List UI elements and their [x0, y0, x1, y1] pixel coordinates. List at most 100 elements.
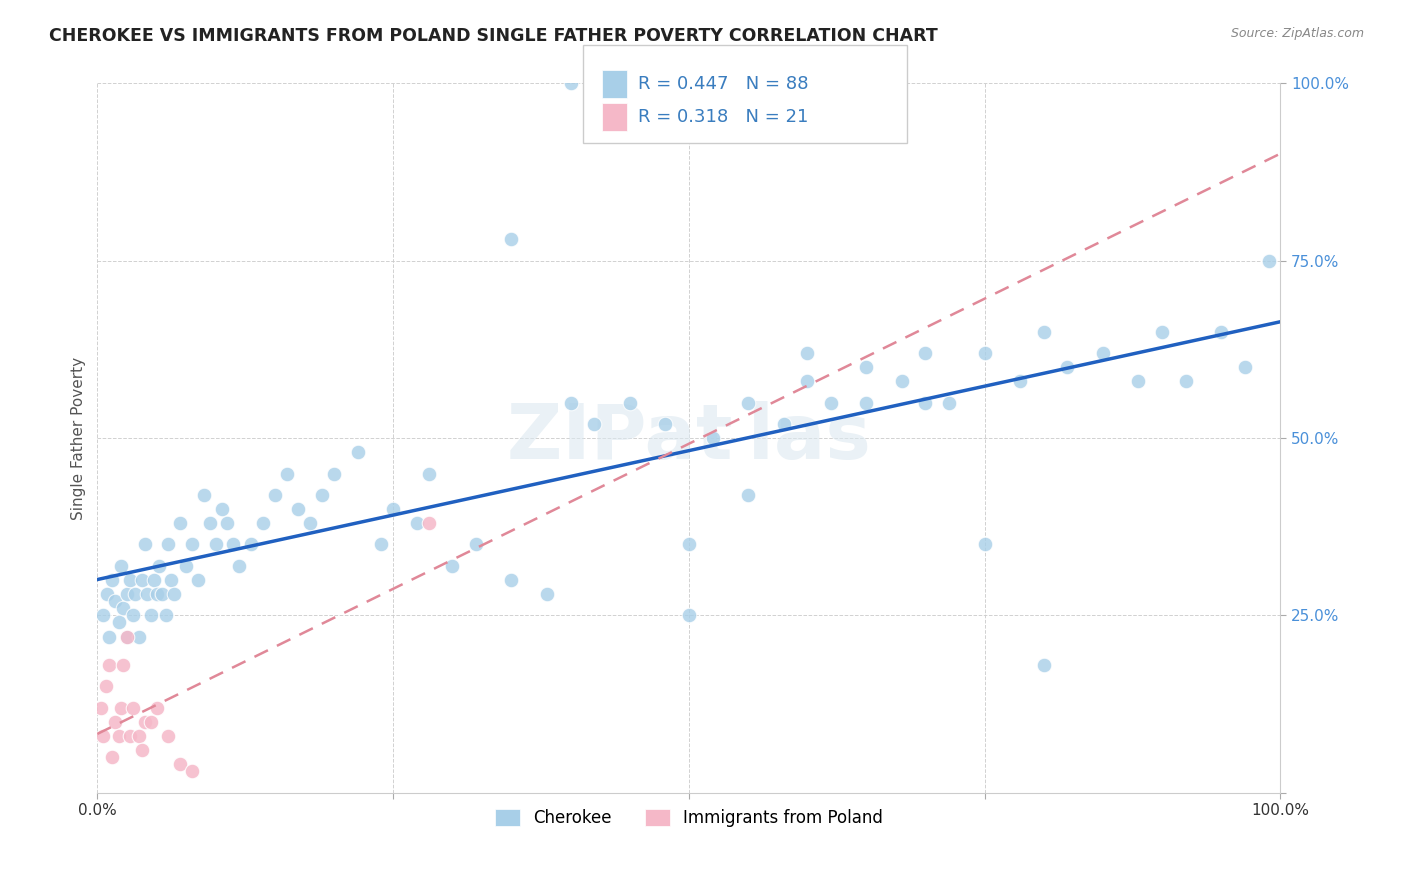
- Point: [157, 537, 180, 551]
- Point: [139, 608, 162, 623]
- Point: [198, 516, 221, 530]
- Point: [181, 537, 204, 551]
- Point: [1032, 658, 1054, 673]
- Point: [211, 502, 233, 516]
- Point: [560, 77, 582, 91]
- Point: [187, 573, 209, 587]
- Point: [536, 587, 558, 601]
- Point: [855, 360, 877, 375]
- Point: [654, 417, 676, 431]
- Point: [157, 729, 180, 743]
- Point: [107, 729, 129, 743]
- Point: [240, 537, 263, 551]
- Point: [560, 395, 582, 409]
- Point: [1128, 374, 1150, 388]
- Point: [737, 488, 759, 502]
- Text: CHEROKEE VS IMMIGRANTS FROM POLAND SINGLE FATHER POVERTY CORRELATION CHART: CHEROKEE VS IMMIGRANTS FROM POLAND SINGL…: [49, 27, 938, 45]
- Point: [583, 417, 606, 431]
- Point: [110, 700, 132, 714]
- Point: [155, 608, 177, 623]
- Point: [252, 516, 274, 530]
- Point: [1056, 360, 1078, 375]
- Point: [405, 516, 427, 530]
- Point: [91, 608, 114, 623]
- Text: ZIPat las: ZIPat las: [508, 401, 870, 475]
- Point: [276, 467, 298, 481]
- Point: [152, 587, 174, 601]
- Point: [299, 516, 322, 530]
- Point: [120, 573, 142, 587]
- Point: [112, 658, 135, 673]
- Point: [1233, 360, 1256, 375]
- Point: [193, 488, 215, 502]
- Point: [134, 537, 156, 551]
- Point: [104, 714, 127, 729]
- Point: [1152, 325, 1174, 339]
- Point: [112, 601, 135, 615]
- Point: [134, 714, 156, 729]
- Point: [263, 488, 285, 502]
- Point: [174, 558, 197, 573]
- Point: [311, 488, 333, 502]
- Point: [1091, 346, 1114, 360]
- Point: [120, 729, 142, 743]
- Point: [796, 374, 818, 388]
- Point: [148, 558, 170, 573]
- Point: [382, 502, 405, 516]
- Point: [124, 587, 146, 601]
- Point: [107, 615, 129, 630]
- Point: [418, 467, 440, 481]
- Point: [90, 700, 112, 714]
- Point: [121, 700, 143, 714]
- Point: [1174, 374, 1197, 388]
- Point: [346, 445, 368, 459]
- Point: [737, 395, 759, 409]
- Point: [702, 431, 724, 445]
- Point: [973, 346, 995, 360]
- Point: [1032, 325, 1054, 339]
- Point: [115, 587, 138, 601]
- Text: Source: ZipAtlas.com: Source: ZipAtlas.com: [1230, 27, 1364, 40]
- Point: [145, 587, 167, 601]
- Point: [890, 374, 912, 388]
- Point: [678, 608, 700, 623]
- Point: [914, 346, 936, 360]
- Point: [678, 537, 700, 551]
- Point: [94, 679, 117, 693]
- Point: [938, 395, 960, 409]
- Point: [128, 729, 150, 743]
- Point: [287, 502, 309, 516]
- Point: [91, 729, 114, 743]
- Point: [169, 757, 191, 772]
- Point: [96, 587, 118, 601]
- Y-axis label: Single Father Poverty: Single Father Poverty: [72, 357, 86, 520]
- Point: [1257, 253, 1279, 268]
- Point: [115, 630, 138, 644]
- Point: [100, 573, 122, 587]
- Point: [228, 558, 250, 573]
- Point: [418, 516, 440, 530]
- Point: [441, 558, 464, 573]
- Point: [115, 630, 138, 644]
- Point: [855, 395, 877, 409]
- Point: [1211, 325, 1233, 339]
- Point: [136, 587, 159, 601]
- Point: [104, 594, 127, 608]
- Point: [143, 573, 166, 587]
- Point: [501, 573, 523, 587]
- Point: [128, 630, 150, 644]
- Point: [110, 558, 132, 573]
- Text: R = 0.318   N = 21: R = 0.318 N = 21: [638, 108, 808, 126]
- Point: [163, 587, 186, 601]
- Point: [131, 573, 153, 587]
- Point: [1010, 374, 1032, 388]
- Point: [796, 346, 818, 360]
- Point: [619, 395, 641, 409]
- Point: [98, 630, 121, 644]
- Point: [131, 743, 153, 757]
- Point: [121, 608, 143, 623]
- Point: [181, 764, 204, 779]
- Point: [464, 537, 486, 551]
- Point: [772, 417, 794, 431]
- Point: [98, 658, 121, 673]
